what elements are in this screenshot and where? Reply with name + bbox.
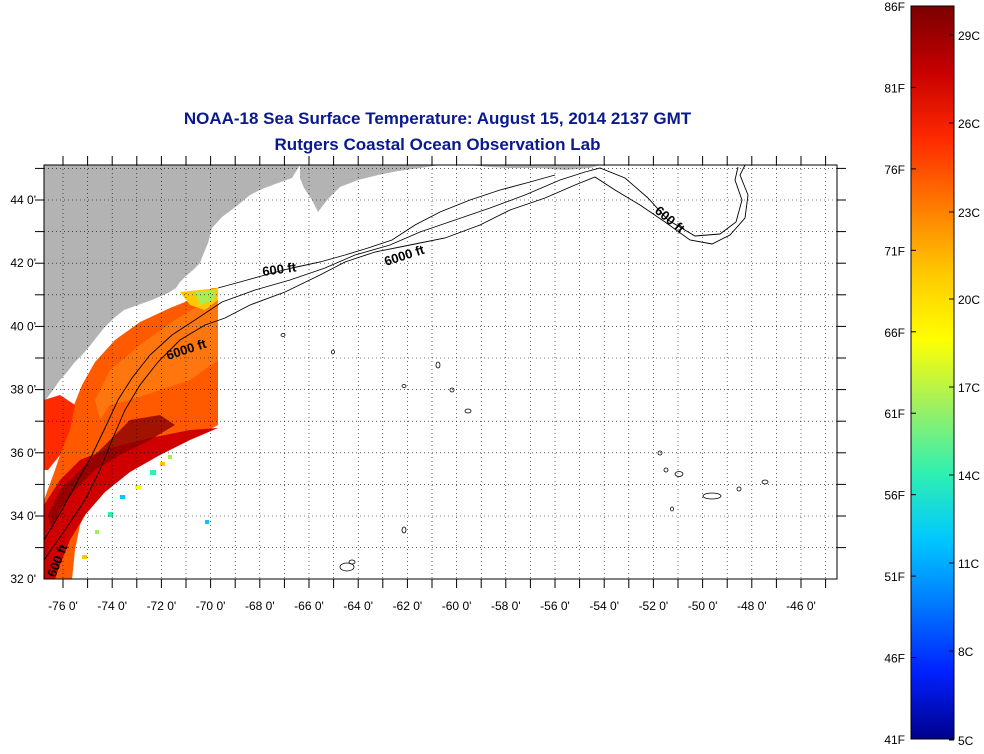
- map-frame: [43, 164, 838, 580]
- latitude-label: 38 0': [10, 383, 36, 397]
- colorbar-label-f: 71F: [884, 244, 905, 258]
- longitude-label: -60 0': [442, 599, 472, 613]
- colorbar-fahrenheit-labels: 86F 81F 76F 71F 66F 61F 56F 51F 46F 41F: [884, 0, 916, 747]
- map-gridlines: [44, 165, 837, 579]
- temperature-colorbar: [910, 5, 955, 740]
- colorbar-label-f: 66F: [884, 326, 905, 340]
- colorbar-label-c: 26C: [958, 117, 980, 131]
- colorbar-label-c: 11C: [958, 557, 979, 571]
- colorbar-label-c: 17C: [958, 381, 980, 395]
- land-mass: [44, 165, 300, 402]
- latitude-label: 40 0': [10, 319, 36, 333]
- longitude-label: -70 0': [196, 599, 226, 613]
- longitude-label: -54 0': [589, 599, 619, 613]
- colorbar-label-f: 41F: [884, 733, 905, 747]
- longitude-label: -50 0': [688, 599, 718, 613]
- latitude-label: 34 0': [10, 509, 36, 523]
- longitude-label: -46 0': [786, 599, 816, 613]
- contour-label: 600 ft: [261, 259, 297, 279]
- latitude-label: 36 0': [10, 446, 36, 460]
- longitude-label: -68 0': [245, 599, 275, 613]
- latitude-labels: 44 0' 42 0' 40 0' 38 0' 36 0' 34 0' 32 0': [10, 193, 36, 586]
- longitude-label: -56 0': [540, 599, 570, 613]
- colorbar-label-f: 46F: [884, 652, 905, 666]
- colorbar-label-f: 61F: [884, 407, 905, 421]
- longitude-label: -76 0': [48, 599, 78, 613]
- longitude-label: -66 0': [294, 599, 324, 613]
- colorbar-celsius-labels: 29C 26C 23C 20C 17C 14C 11C 8C 5C: [949, 29, 980, 748]
- colorbar-label-f: 51F: [884, 570, 905, 584]
- colorbar-label-f: 56F: [884, 489, 905, 503]
- colorbar-label-c: 14C: [958, 469, 980, 483]
- longitude-label: -48 0': [737, 599, 767, 613]
- seamount-contours: [280, 333, 769, 572]
- sst-cloud-speckle: [82, 450, 209, 559]
- land-mass: [468, 165, 600, 170]
- colorbar-label-c: 8C: [958, 645, 974, 659]
- map-title: NOAA-18 Sea Surface Temperature: August …: [183, 109, 692, 128]
- latitude-label: 44 0': [10, 193, 36, 207]
- longitude-label: -58 0': [491, 599, 521, 613]
- sst-swath: [95, 300, 218, 420]
- longitude-label: -74 0': [97, 599, 127, 613]
- longitude-label: -62 0': [393, 599, 423, 613]
- latitude-label: 32 0': [10, 572, 36, 586]
- contour-label: 600 ft: [652, 203, 688, 237]
- colorbar-label-c: 29C: [958, 29, 980, 43]
- sst-swath: [48, 415, 175, 530]
- longitude-label: -64 0': [343, 599, 373, 613]
- longitude-labels: -76 0' -74 0' -72 0' -70 0' -68 0' -66 0' -64 …: [48, 599, 816, 613]
- colorbar-label-f: 76F: [884, 163, 905, 177]
- latitude-label: 42 0': [10, 256, 36, 270]
- sst-swath: [44, 395, 75, 470]
- land-mass: [300, 165, 440, 212]
- map-subtitle: Rutgers Coastal Ocean Observation Lab: [274, 135, 601, 154]
- longitude-label: -52 0': [639, 599, 669, 613]
- colorbar-label-c: 5C: [958, 734, 974, 748]
- map-ticks: [35, 156, 846, 588]
- colorbar-label-f: 86F: [884, 0, 905, 14]
- bathymetry-contours: [44, 165, 749, 561]
- longitude-label: -72 0': [147, 599, 177, 613]
- colorbar-label-c: 23C: [958, 206, 980, 220]
- sst-swath: [195, 290, 215, 305]
- colorbar-label-c: 20C: [958, 293, 980, 307]
- colorbar-label-f: 81F: [884, 81, 905, 95]
